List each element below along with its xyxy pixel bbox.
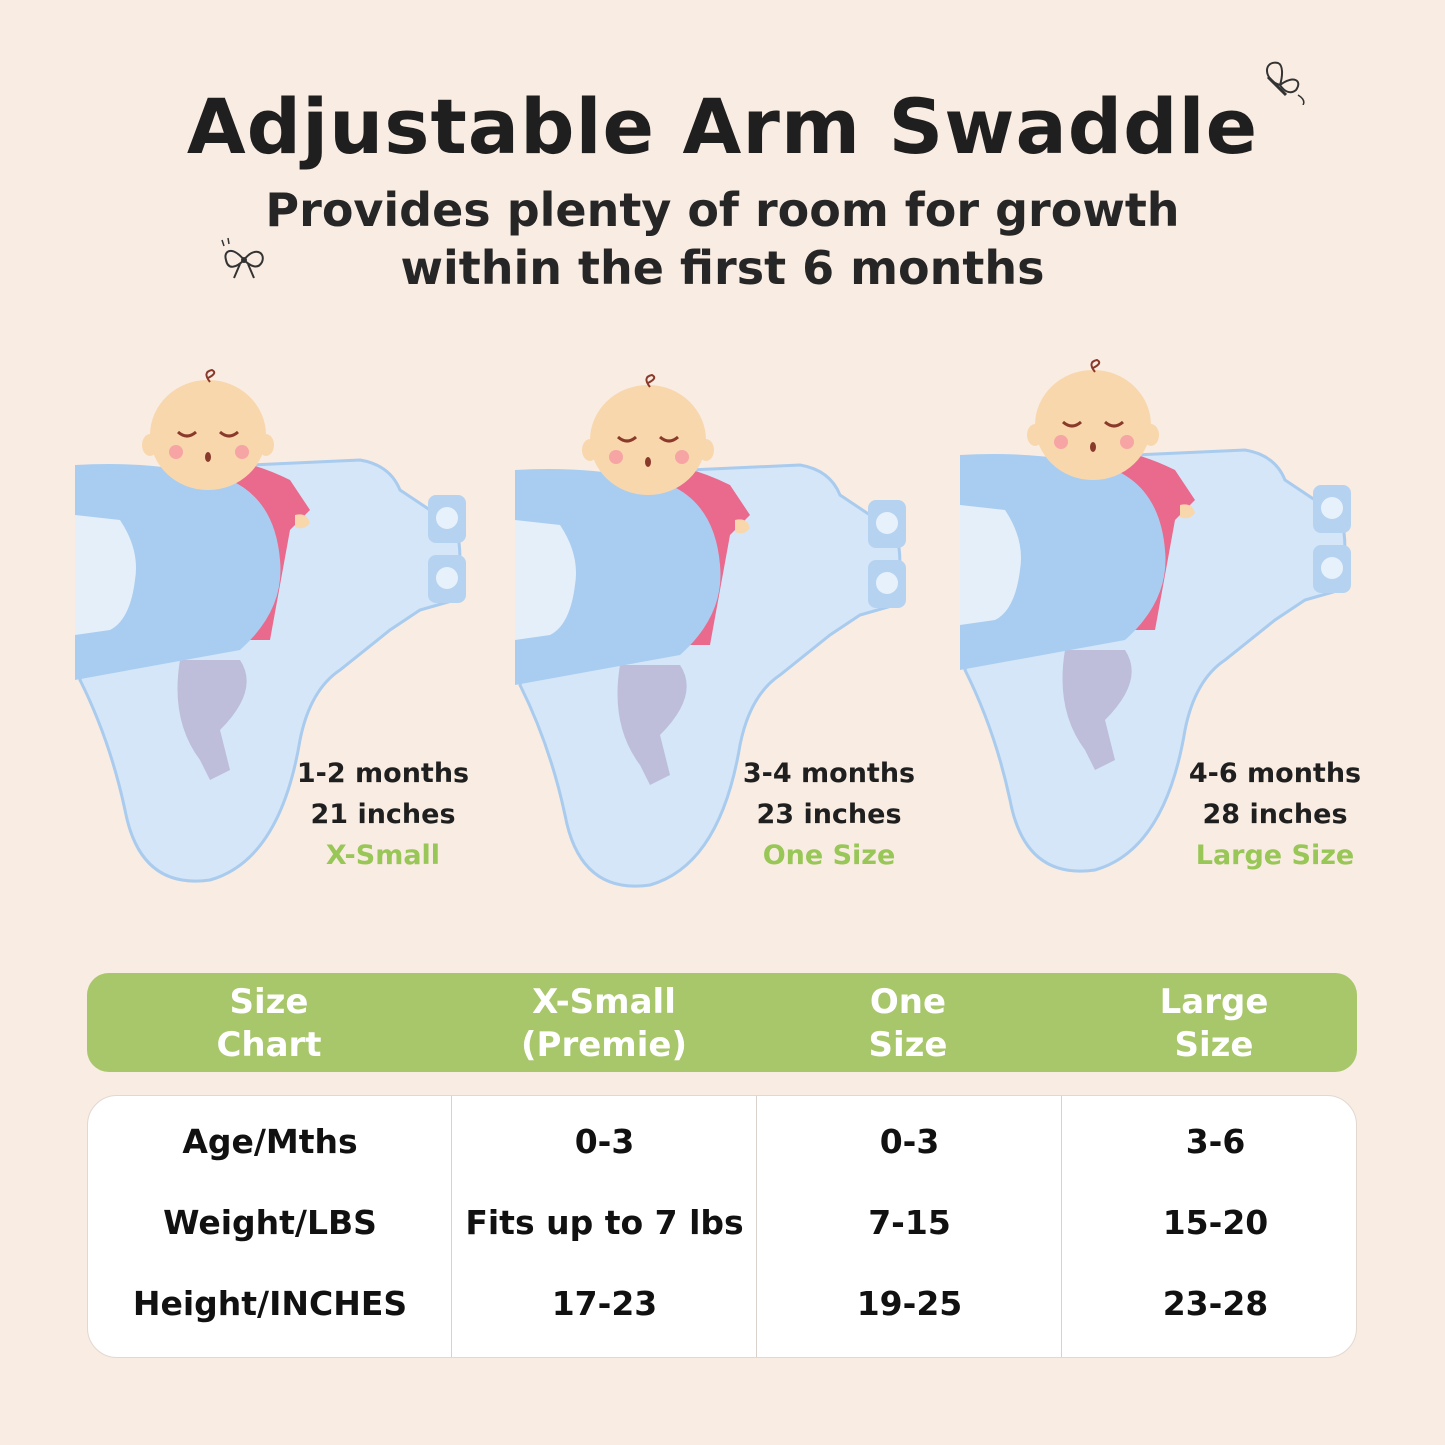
illustration-detail: [177, 430, 239, 438]
illustration-detail: [1090, 358, 1101, 373]
table-cell: 0-3: [574, 1122, 635, 1161]
illustration-detail: [436, 507, 458, 529]
illustration-detail: [1027, 424, 1043, 446]
illustration-detail: [960, 505, 1021, 625]
swaddle-wrap-flap: [960, 454, 1166, 670]
swaddle-drawing: [75, 368, 466, 883]
swaddle-drawing: [960, 358, 1351, 873]
caption-size: X-Small: [325, 840, 441, 871]
header-line: Size: [868, 1025, 948, 1065]
page-title: Adjustable Arm Swaddle: [186, 82, 1259, 171]
baby-legs: [617, 665, 687, 785]
row-label: Weight/LBS: [163, 1203, 377, 1242]
caption-size: Large Size: [1195, 840, 1355, 871]
caption-xsmall: 1-2 months 21 inches X-Small: [263, 753, 503, 876]
illustration-detail: [1090, 442, 1096, 452]
table-cell: 0-3: [879, 1122, 940, 1161]
header-line: One: [869, 982, 947, 1022]
row-label: Age/Mths: [182, 1122, 358, 1161]
illustration-detail: [876, 512, 898, 534]
table-cell: Fits up to 7 lbs: [465, 1203, 744, 1242]
table-cell: 3-6: [1185, 1122, 1246, 1161]
swaddle-illustration-xsmall: [60, 360, 480, 900]
subtitle-line-1: Provides plenty of room for growth: [265, 183, 1180, 237]
column-divider: [451, 1096, 452, 1357]
baby-hand: [1180, 504, 1195, 519]
table-cell: 15-20: [1162, 1203, 1269, 1242]
caption-length: 28 inches: [1202, 799, 1348, 830]
illustration-detail: [876, 572, 898, 594]
table-cell: 19-25: [856, 1284, 963, 1323]
illustration-detail: [436, 567, 458, 589]
baby-legs: [177, 660, 247, 780]
caption-age: 4-6 months: [1188, 758, 1362, 789]
row-label: Height/INCHES: [132, 1284, 408, 1323]
illustration-detail: [675, 450, 689, 464]
swaddle-wrap-flap: [75, 464, 281, 680]
illustration-detail: [1321, 557, 1343, 579]
baby-head: [150, 380, 266, 490]
illustration-detail: [258, 434, 274, 456]
baby-hand: [295, 514, 310, 529]
baby-legs: [1062, 650, 1132, 770]
butterfly-icon: [1266, 61, 1305, 105]
header-line: Size: [229, 982, 309, 1022]
swaddle-illustration-one-size: [500, 365, 920, 905]
illustration-detail: [1062, 420, 1124, 428]
illustration-detail: [645, 373, 656, 388]
swaddle-wrap-flap: [515, 469, 721, 685]
illustration-detail: [1054, 435, 1068, 449]
illustration-detail: [205, 368, 216, 383]
illustration-detail: [645, 457, 651, 467]
illustration-detail: [169, 445, 183, 459]
caption-size: One Size: [762, 840, 896, 871]
size-chart-header: Size Chart X-Small (Premie) One Size Large S…: [87, 973, 1357, 1072]
table-cell: 7-15: [868, 1203, 951, 1242]
illustration-detail: [609, 450, 623, 464]
illustration-detail: [75, 515, 136, 635]
illustration-detail: [205, 452, 211, 462]
column-divider: [756, 1096, 757, 1357]
swaddle-drawing: [515, 373, 906, 888]
illustration-detail: [1120, 435, 1134, 449]
illustration-detail: [617, 435, 679, 443]
caption-one-size: 3-4 months 23 inches One Size: [709, 753, 949, 876]
illustration-detail: [1321, 497, 1343, 519]
illustration-detail: [515, 520, 576, 640]
table-cell: 17-23: [551, 1284, 658, 1323]
header-large: Large Size: [1064, 981, 1364, 1067]
caption-large: 4-6 months 28 inches Large Size: [1155, 753, 1395, 876]
caption-age: 1-2 months: [296, 758, 470, 789]
caption-length: 23 inches: [756, 799, 902, 830]
swaddle-illustration-large: [945, 350, 1365, 890]
baby-hand: [735, 519, 750, 534]
header-line: Size: [1174, 1025, 1254, 1065]
baby-head: [1035, 370, 1151, 480]
column-divider: [1061, 1096, 1062, 1357]
header-line: Large: [1159, 982, 1269, 1022]
header-line: X-Small: [532, 982, 676, 1022]
caption-age: 3-4 months: [742, 758, 916, 789]
bow-icon: [221, 237, 264, 279]
illustration-detail: [142, 434, 158, 456]
size-chart-table: Age/Mths 0-3 0-3 3-6 Weight/LBS Fits up to 7 …: [87, 1095, 1357, 1358]
illustration-detail: [582, 439, 598, 461]
baby-head: [590, 385, 706, 495]
table-cell: 23-28: [1162, 1284, 1269, 1323]
header-one-size: One Size: [758, 981, 1058, 1067]
header-size-chart: Size Chart: [119, 981, 419, 1067]
subtitle-line-2: within the first 6 months: [400, 241, 1045, 295]
illustration-detail: [698, 439, 714, 461]
illustration-detail: [235, 445, 249, 459]
illustration-detail: [1143, 424, 1159, 446]
header-line: (Premie): [521, 1025, 687, 1065]
header-xsmall: X-Small (Premie): [454, 981, 754, 1067]
header-line: Chart: [216, 1025, 322, 1065]
caption-length: 21 inches: [310, 799, 456, 830]
